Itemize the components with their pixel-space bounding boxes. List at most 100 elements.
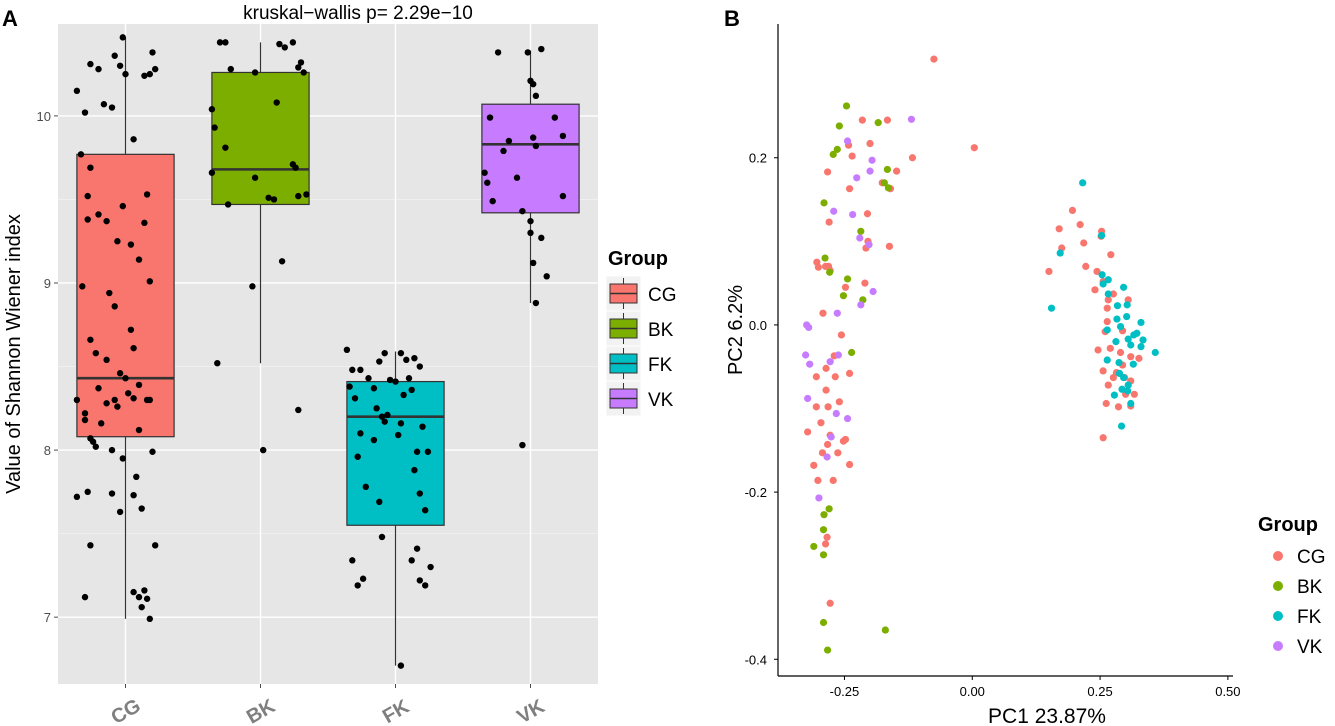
boxplot-point-cg [141, 219, 148, 227]
pca-point-cg [1104, 381, 1112, 389]
pca-point-fk [1115, 358, 1123, 367]
pca-point-bk [820, 511, 828, 519]
boxplot-x-ticks: CG BK FK VK [108, 684, 549, 726]
boxplot-point-fk [411, 466, 418, 474]
pca-point-fk [1127, 399, 1135, 408]
boxplot-point-cg [152, 65, 159, 73]
pca-point-cg [1094, 346, 1102, 354]
pca-point-fk [1103, 356, 1111, 364]
boxplot-point-cg [146, 278, 153, 285]
pca-point-cg [1127, 353, 1135, 361]
boxplot-point-fk [370, 385, 378, 392]
pca-point-bk [842, 102, 851, 110]
pca-point-cg [822, 386, 830, 394]
boxplot-point-cg [127, 326, 135, 333]
pca-point-vk [865, 241, 873, 249]
boxplot-point-bk [295, 64, 302, 71]
pca-point-vk [843, 414, 852, 423]
pca-point-vk [907, 115, 916, 123]
boxplot-point-bk [211, 124, 218, 131]
pca-point-cg [824, 403, 832, 411]
boxplot-point-fk [422, 507, 429, 514]
pca-point-fk [1117, 422, 1126, 430]
pca-point-fk [1047, 304, 1056, 312]
pca-point-fk [1129, 360, 1137, 368]
box-bk [211, 42, 310, 364]
pca-point-vk [833, 309, 841, 317]
pca-point-fk [1056, 249, 1064, 257]
pca-point-fk [1110, 391, 1118, 399]
boxplot-point-vk [519, 207, 526, 215]
pca-x-tick-label: -0.25 [830, 684, 860, 699]
boxplot-point-vk [494, 49, 502, 56]
pca-point-fk [1124, 387, 1132, 395]
pca-point-cg [810, 461, 818, 469]
pca-point-bk [820, 199, 828, 207]
boxplot-point-fk [376, 358, 383, 365]
pca-point-cg [1104, 296, 1112, 304]
pca-point-bk [819, 551, 828, 559]
pca-point-cg [1103, 317, 1111, 326]
pca-point-cg [858, 116, 866, 124]
boxplot-point-fk [392, 378, 399, 385]
boxplot-point-cg [130, 344, 137, 352]
boxplot-point-fk [384, 411, 391, 419]
pca-point-bk [857, 227, 865, 235]
boxplot-point-cg [146, 70, 153, 78]
boxplot-point-bk [208, 106, 216, 113]
panel-a: A kruskal−wallis p= 2.29e−10 7 8 9 10 CG BK F… [2, 3, 677, 726]
pca-point-fk [1127, 341, 1135, 349]
pca-point-bk [874, 119, 882, 127]
boxplot-point-cg [84, 488, 91, 496]
boxplot-point-cg [141, 72, 148, 79]
pca-point-cg [835, 398, 843, 406]
pca-point-cg [1109, 373, 1117, 382]
boxplot-point-fk [386, 376, 394, 384]
boxplot-point-cg [73, 396, 81, 404]
boxplot-point-fk [397, 349, 405, 357]
pca-point-cg [813, 258, 821, 266]
boxplot-point-vk [500, 147, 507, 155]
pca-point-fk [1139, 336, 1147, 344]
pca-point-cg [893, 167, 901, 175]
pca-point-fk [1118, 385, 1126, 393]
pca-point-cg [861, 279, 869, 287]
pca-y-tick-label: -0.2 [745, 485, 767, 500]
pca-point-fk [1123, 301, 1131, 309]
pca-y-ticks: -0.4 -0.2 0.0 0.2 [745, 151, 778, 667]
boxplot-point-vk [538, 234, 545, 242]
pca-point-cg [930, 55, 938, 63]
boxplot-point-fk [378, 533, 386, 541]
boxplot-point-cg [149, 49, 156, 56]
boxplot-point-cg [116, 62, 124, 69]
boxplot-point-fk [424, 448, 432, 455]
pca-point-cg [831, 373, 839, 381]
pca-point-bk [884, 184, 893, 192]
pca-point-vk [853, 174, 861, 182]
pca-y-axis-label: PC2 6.2% [725, 285, 747, 375]
pca-point-cg [908, 154, 917, 162]
pca-point-cg [1045, 267, 1053, 276]
pca-point-bk [883, 165, 892, 174]
boxplot-legend-item-vk: VK [605, 380, 674, 417]
boxplot-point-cg [138, 603, 145, 611]
boxplot-point-fk [357, 430, 364, 437]
pca-point-cg [1103, 304, 1111, 312]
pca-points [802, 55, 1159, 654]
pca-point-cg [1102, 399, 1110, 408]
boxplot-point-cg [114, 238, 121, 245]
pca-point-cg [821, 262, 830, 271]
pca-point-cg [841, 283, 850, 291]
pca-point-fk [1104, 276, 1112, 284]
pca-legend-title: Group [1258, 514, 1318, 536]
pca-point-vk [802, 351, 810, 359]
pca-point-fk [1116, 322, 1125, 331]
boxplot-legend-item-bk: BK [605, 310, 674, 347]
pca-point-bk [826, 268, 834, 276]
pca-point-vk [823, 453, 831, 461]
pca-y-tick-label: -0.4 [745, 652, 767, 667]
boxplot-legend-label: VK [648, 390, 674, 411]
pca-point-vk [866, 167, 874, 175]
boxplot-point-cg [125, 390, 132, 397]
boxplot-point-vk [505, 137, 513, 145]
